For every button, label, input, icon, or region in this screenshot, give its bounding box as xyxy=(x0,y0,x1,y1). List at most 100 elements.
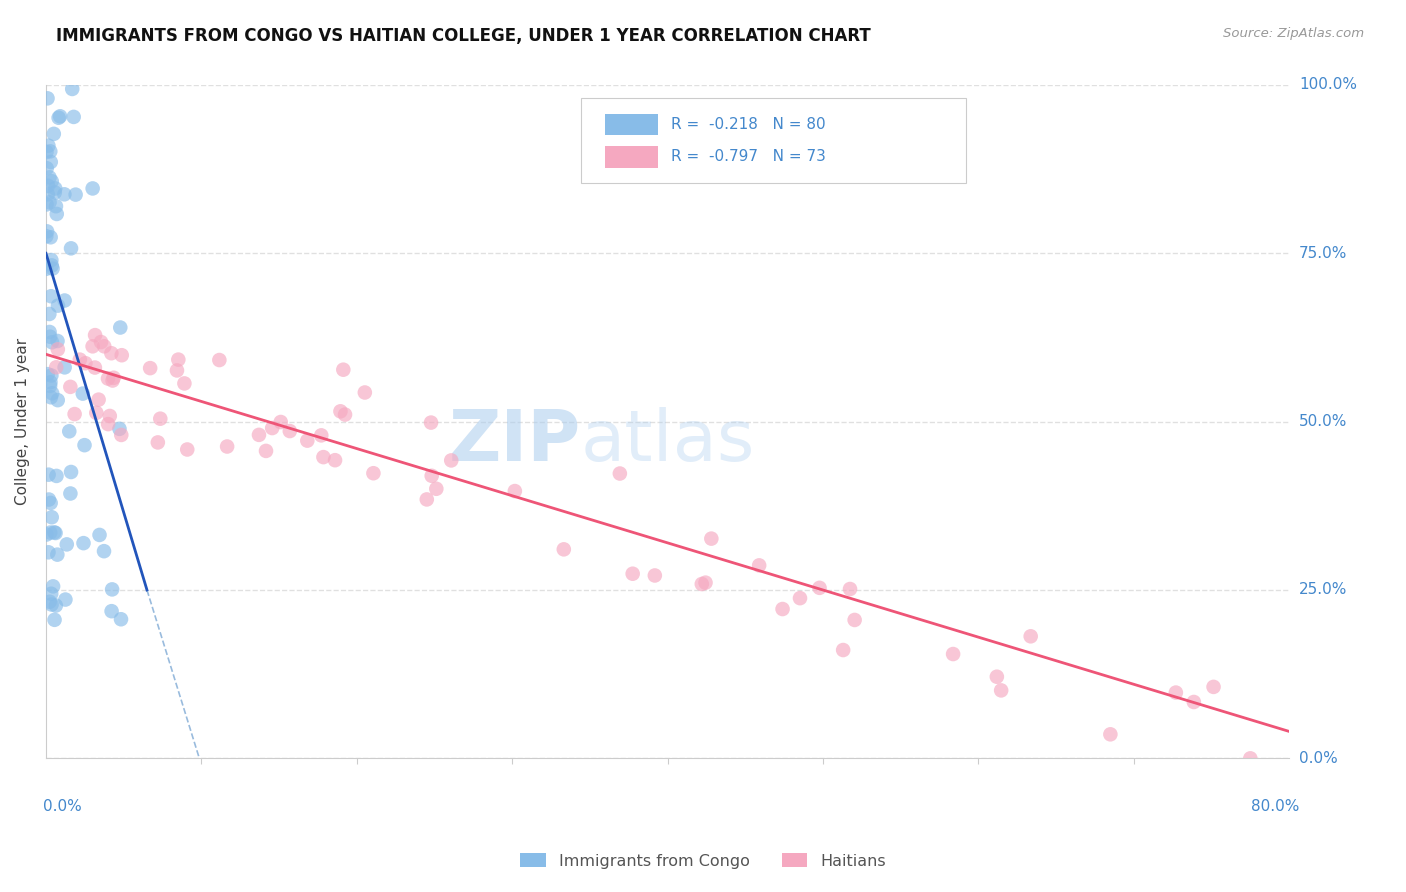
Point xyxy=(990,683,1012,698)
Point xyxy=(1019,629,1042,643)
Point xyxy=(46,334,69,348)
Point xyxy=(503,484,526,499)
Point xyxy=(37,91,59,105)
Point xyxy=(108,422,131,436)
Y-axis label: College, Under 1 year: College, Under 1 year xyxy=(15,338,30,505)
Point xyxy=(329,404,352,418)
Point xyxy=(60,82,83,96)
Point xyxy=(97,371,120,385)
Point xyxy=(39,379,62,393)
Point xyxy=(139,361,162,376)
Point xyxy=(41,253,63,268)
Point xyxy=(59,486,82,500)
Point xyxy=(440,453,463,467)
Text: atlas: atlas xyxy=(581,408,755,476)
Point xyxy=(39,329,62,343)
Point xyxy=(37,178,59,193)
Point xyxy=(986,670,1008,684)
Point xyxy=(84,328,107,343)
Text: 100.0%: 100.0% xyxy=(1299,78,1357,93)
Point xyxy=(333,408,356,422)
Text: IMMIGRANTS FROM CONGO VS HAITIAN COLLEGE, UNDER 1 YEAR CORRELATION CHART: IMMIGRANTS FROM CONGO VS HAITIAN COLLEGE… xyxy=(56,27,870,45)
Point xyxy=(942,647,965,661)
Point xyxy=(167,352,190,367)
Point xyxy=(332,362,354,376)
Point xyxy=(808,581,831,595)
Point xyxy=(41,335,63,350)
Point xyxy=(59,380,82,394)
Point xyxy=(41,386,63,401)
Point xyxy=(38,307,60,321)
Point xyxy=(35,145,58,159)
Point xyxy=(254,444,277,458)
Point xyxy=(100,604,122,618)
Point xyxy=(65,187,87,202)
Point xyxy=(1182,695,1205,709)
Point xyxy=(110,428,132,442)
Point xyxy=(46,548,69,562)
Text: 0.0%: 0.0% xyxy=(44,798,82,814)
Point xyxy=(41,510,63,524)
Point xyxy=(93,339,115,353)
Point xyxy=(839,582,862,596)
Point xyxy=(101,582,124,597)
Point xyxy=(844,613,866,627)
Point xyxy=(46,299,69,313)
Point xyxy=(149,411,172,425)
Point xyxy=(72,386,94,401)
Point xyxy=(39,145,62,159)
Text: R =  -0.797   N = 73: R = -0.797 N = 73 xyxy=(671,150,827,164)
Point xyxy=(45,599,67,613)
Point xyxy=(89,528,111,542)
Point xyxy=(420,416,443,430)
Point xyxy=(609,467,631,481)
Point xyxy=(82,181,104,195)
Point xyxy=(45,469,67,483)
Point xyxy=(41,598,63,612)
Point xyxy=(1239,751,1261,765)
Point xyxy=(48,111,70,125)
Point xyxy=(553,542,575,557)
Point xyxy=(90,334,112,349)
Point xyxy=(103,370,125,384)
Point xyxy=(37,367,59,381)
Point xyxy=(208,353,231,368)
Point xyxy=(690,577,713,591)
Text: 0.0%: 0.0% xyxy=(1299,751,1339,766)
Point xyxy=(53,293,76,308)
Point xyxy=(45,207,67,221)
Point xyxy=(86,406,108,420)
Point xyxy=(45,360,67,375)
Point xyxy=(41,174,63,188)
Legend: Immigrants from Congo, Haitians: Immigrants from Congo, Haitians xyxy=(515,847,891,875)
Point xyxy=(44,613,66,627)
Point xyxy=(44,186,66,200)
Point xyxy=(35,161,58,176)
Point xyxy=(166,363,188,377)
Point xyxy=(39,289,62,303)
Point xyxy=(44,181,66,195)
Point xyxy=(41,259,63,273)
Point xyxy=(46,393,69,408)
Point xyxy=(62,110,84,124)
Point xyxy=(83,360,105,375)
Point xyxy=(35,197,58,211)
Point xyxy=(41,261,63,276)
Point xyxy=(110,612,132,626)
Point xyxy=(311,428,333,442)
Point xyxy=(42,579,65,593)
Point xyxy=(35,229,58,244)
Point xyxy=(53,187,76,202)
Text: 75.0%: 75.0% xyxy=(1299,246,1347,260)
Point xyxy=(35,261,58,276)
Point xyxy=(44,525,66,540)
Point xyxy=(38,195,60,210)
Point xyxy=(37,187,59,202)
Point xyxy=(58,425,80,439)
Point xyxy=(55,537,77,551)
FancyBboxPatch shape xyxy=(606,146,658,168)
Point xyxy=(621,566,644,581)
Point xyxy=(42,127,65,141)
Point xyxy=(100,346,122,360)
FancyBboxPatch shape xyxy=(606,114,658,136)
